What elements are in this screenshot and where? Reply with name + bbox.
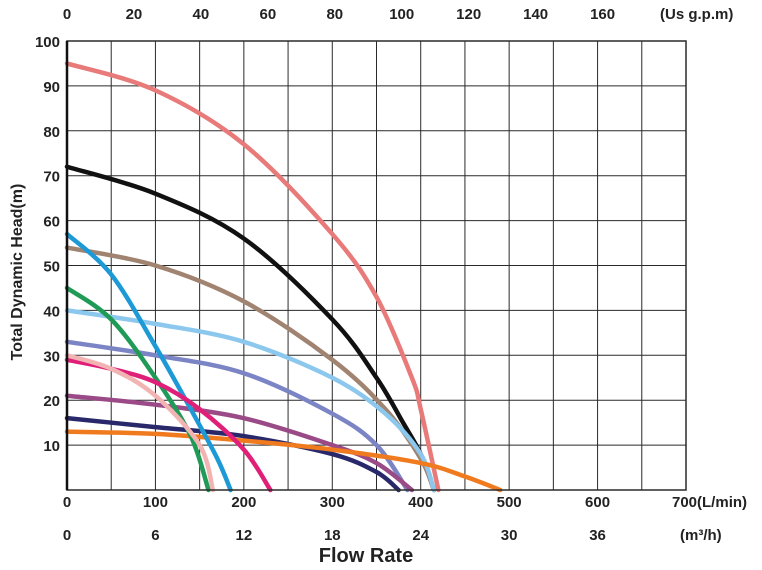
lpm-axis-unit: 700(L/min) (672, 494, 747, 511)
m3h-tick-label: 6 (151, 527, 159, 544)
top-tick-label: 100 (389, 6, 414, 23)
top-tick-label: 160 (590, 6, 615, 23)
x-axis-title: Flow Rate (319, 545, 413, 567)
lpm-tick-label: 300 (320, 494, 345, 511)
top-tick-label: 20 (126, 6, 143, 23)
m3h-tick-label: 12 (236, 527, 253, 544)
curve-7 (64, 415, 401, 493)
m3h-tick-label: 18 (324, 527, 341, 544)
y-tick-label: 50 (43, 259, 60, 276)
y-tick-label: 100 (35, 34, 60, 51)
curve-8 (64, 429, 503, 493)
top-tick-label: 0 (63, 6, 71, 23)
y-tick-label: 80 (43, 124, 60, 141)
m3h-tick-label: 30 (501, 527, 518, 544)
y-tick-label: 60 (43, 214, 60, 231)
lpm-tick-label: 100 (143, 494, 168, 511)
m3h-tick-label: 24 (412, 527, 429, 544)
top-tick-label: 80 (326, 6, 343, 23)
y-tick-labels: 100 90 80 70 60 50 40 30 20 10 (35, 34, 60, 455)
y-tick-label: 40 (43, 303, 60, 320)
performance-curves (64, 61, 503, 493)
lpm-tick-label: 400 (408, 494, 433, 511)
lpm-tick-label: 200 (231, 494, 256, 511)
y-tick-label: 70 (43, 169, 60, 186)
m3h-tick-label: 0 (63, 527, 71, 544)
curve-10 (64, 285, 211, 493)
m3h-axis: 0 6 12 18 24 30 36 (m³/h) (63, 527, 722, 544)
lpm-tick-label: 0 (63, 494, 71, 511)
curve-1 (64, 61, 441, 493)
curve-4 (64, 308, 437, 493)
m3h-tick-label: 36 (589, 527, 606, 544)
lpm-tick-label: 500 (497, 494, 522, 511)
curve-9 (64, 231, 233, 493)
y-tick-label: 90 (43, 79, 60, 96)
plot-frame (65, 40, 687, 491)
curve-12 (64, 353, 216, 493)
y-tick-label: 10 (43, 438, 60, 455)
m3h-axis-unit: (m³/h) (680, 527, 722, 544)
top-tick-label: 140 (523, 6, 548, 23)
top-axis-unit: (Us g.p.m) (660, 6, 733, 23)
top-tick-label: 60 (259, 6, 276, 23)
lpm-tick-label: 600 (585, 494, 610, 511)
curve-11 (64, 357, 273, 493)
top-gpm-axis: 0 20 40 60 80 100 120 140 160 (Us g.p.m) (63, 6, 734, 23)
y-axis-title: Total Dynamic Head(m) (9, 184, 26, 361)
top-tick-label: 120 (456, 6, 481, 23)
top-tick-label: 40 (193, 6, 210, 23)
lpm-axis: 0 100 200 300 400 500 600 700(L/min) (63, 494, 747, 511)
curve-3 (64, 245, 437, 493)
y-tick-label: 30 (43, 348, 60, 365)
curve-6 (64, 393, 415, 493)
y-tick-label: 20 (43, 393, 60, 410)
